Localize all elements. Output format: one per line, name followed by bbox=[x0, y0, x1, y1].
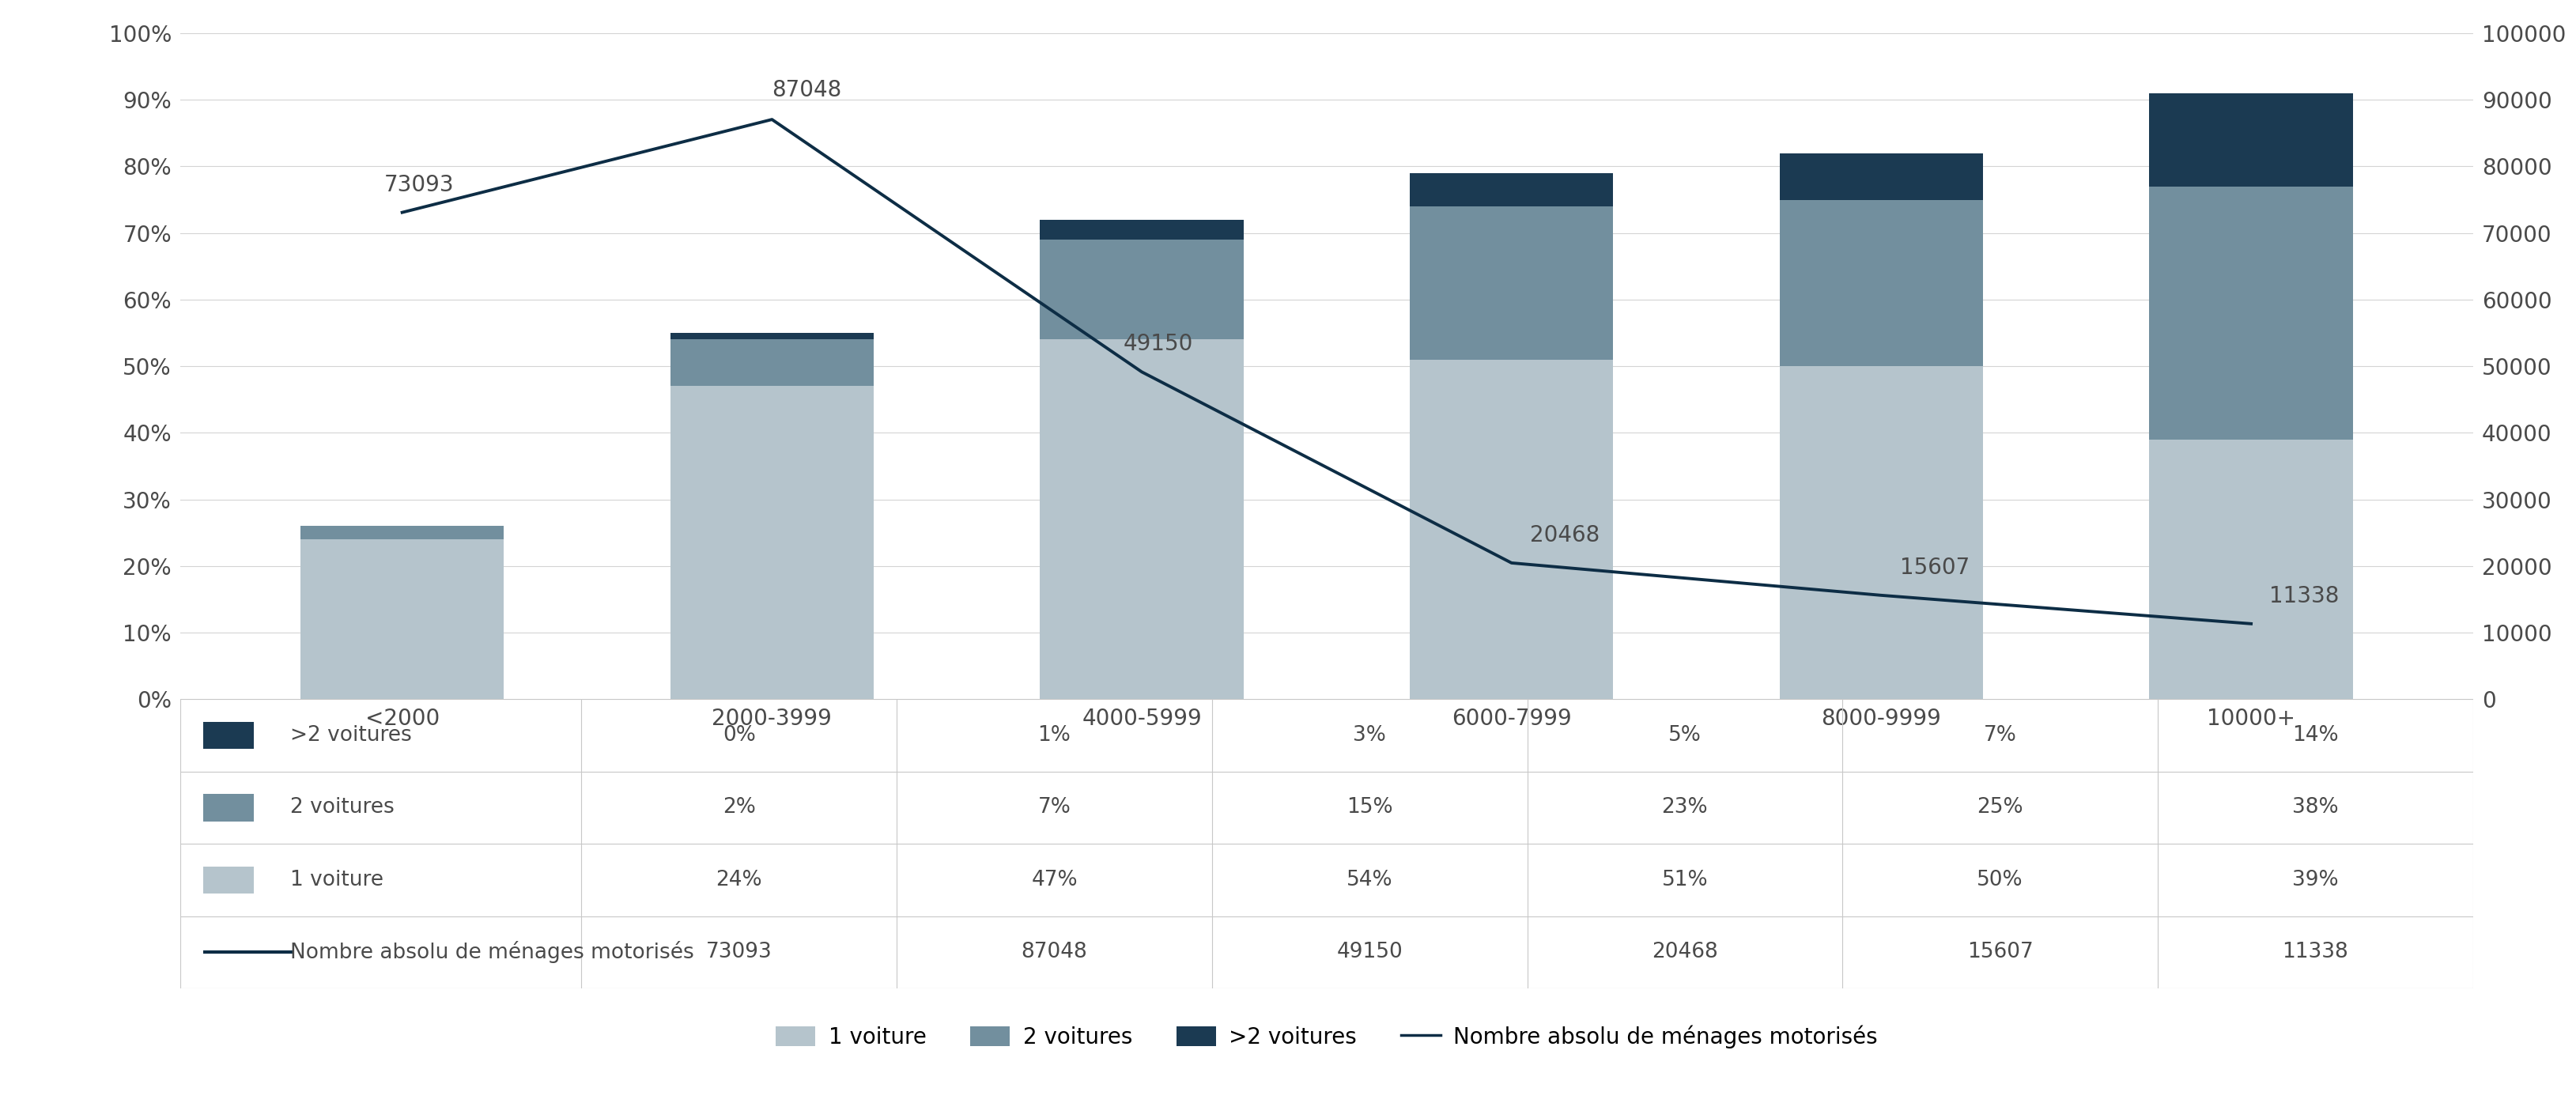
Text: Nombre absolu de ménages motorisés: Nombre absolu de ménages motorisés bbox=[291, 941, 693, 963]
Text: 0%: 0% bbox=[724, 725, 755, 746]
Legend: 1 voiture, 2 voitures, >2 voitures, Nombre absolu de ménages motorisés: 1 voiture, 2 voitures, >2 voitures, Nomb… bbox=[768, 1016, 1886, 1057]
Text: 15607: 15607 bbox=[1901, 557, 1971, 579]
Text: 15607: 15607 bbox=[1968, 942, 2032, 963]
Text: 87048: 87048 bbox=[773, 79, 842, 101]
Bar bbox=[2148, 439, 2352, 700]
Bar bbox=[301, 539, 505, 700]
Text: 1%: 1% bbox=[1038, 725, 1072, 746]
Text: 24%: 24% bbox=[716, 870, 762, 890]
Text: 15%: 15% bbox=[1347, 797, 1394, 818]
Bar bbox=[1780, 199, 1984, 366]
Text: 2 voitures: 2 voitures bbox=[291, 797, 394, 818]
Text: 54%: 54% bbox=[1347, 870, 1394, 890]
Text: >2 voitures: >2 voitures bbox=[291, 725, 412, 746]
Text: 38%: 38% bbox=[2293, 797, 2339, 818]
Text: 73093: 73093 bbox=[706, 942, 773, 963]
Bar bbox=[1041, 240, 1244, 340]
Bar bbox=[1041, 340, 1244, 700]
Bar bbox=[670, 386, 873, 700]
Text: 20468: 20468 bbox=[1651, 942, 1718, 963]
Text: 49150: 49150 bbox=[1123, 333, 1193, 355]
Bar bbox=[1409, 360, 1613, 700]
Bar bbox=[670, 340, 873, 386]
Text: 7%: 7% bbox=[1984, 725, 2017, 746]
Text: 39%: 39% bbox=[2293, 870, 2339, 890]
Text: 1 voiture: 1 voiture bbox=[291, 870, 384, 890]
Text: 2%: 2% bbox=[724, 797, 755, 818]
Bar bbox=[670, 333, 873, 340]
Bar bbox=[1409, 173, 1613, 206]
Text: 25%: 25% bbox=[1976, 797, 2022, 818]
Bar bbox=[204, 722, 252, 749]
Bar bbox=[204, 867, 252, 893]
Bar bbox=[1041, 219, 1244, 240]
Text: 3%: 3% bbox=[1352, 725, 1386, 746]
Text: 47%: 47% bbox=[1030, 870, 1077, 890]
Bar bbox=[1409, 206, 1613, 360]
Text: 14%: 14% bbox=[2293, 725, 2339, 746]
Bar bbox=[301, 526, 505, 539]
Bar bbox=[2148, 93, 2352, 186]
Text: 87048: 87048 bbox=[1020, 942, 1087, 963]
Bar bbox=[2148, 186, 2352, 439]
Text: 11338: 11338 bbox=[2269, 584, 2339, 607]
Text: 23%: 23% bbox=[1662, 797, 1708, 818]
Text: 11338: 11338 bbox=[2282, 942, 2349, 963]
Bar bbox=[204, 794, 252, 821]
Text: 50%: 50% bbox=[1976, 870, 2022, 890]
Text: 73093: 73093 bbox=[384, 174, 453, 196]
Text: 20468: 20468 bbox=[1530, 524, 1600, 546]
Text: 51%: 51% bbox=[1662, 870, 1708, 890]
Bar bbox=[1780, 153, 1984, 199]
Text: 7%: 7% bbox=[1038, 797, 1072, 818]
Text: 49150: 49150 bbox=[1337, 942, 1404, 963]
Bar bbox=[1780, 366, 1984, 700]
Text: 5%: 5% bbox=[1669, 725, 1700, 746]
